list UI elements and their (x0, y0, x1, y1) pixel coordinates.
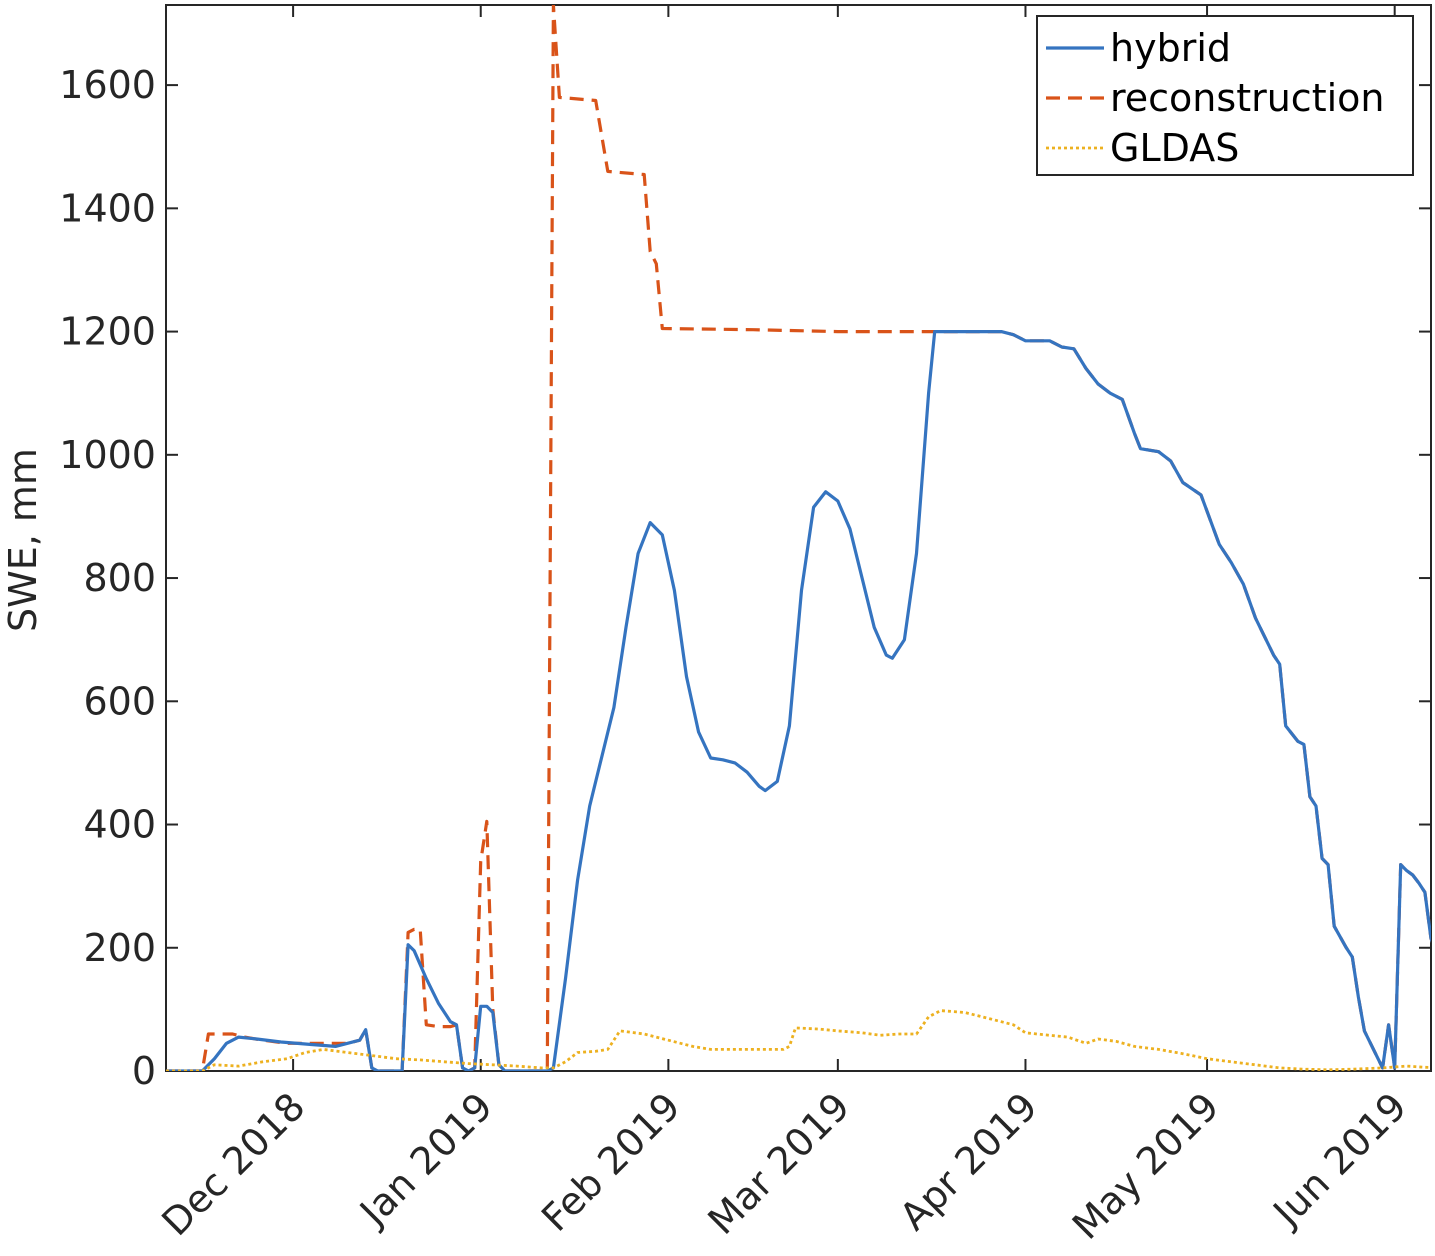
y-tick-label: 1600 (59, 63, 156, 107)
x-tick-label: May 2019 (1064, 1084, 1228, 1248)
y-tick-label: 400 (83, 803, 156, 847)
series-line-gldas (166, 1009, 1431, 1071)
legend-label-hybrid: hybrid (1110, 26, 1231, 70)
y-tick-label: 1000 (59, 433, 156, 477)
y-tick-label: 600 (83, 679, 156, 723)
y-axis: 0 200 400 600 800 1000 1200 1400 1600 (59, 63, 1431, 1093)
x-tick-label: Jan 2019 (350, 1084, 501, 1235)
x-tick-label: Dec 2018 (153, 1084, 313, 1244)
y-tick-label: 200 (83, 926, 156, 970)
legend-label-reconstruction: reconstruction (1110, 76, 1384, 120)
series-layer (166, 5, 1431, 1071)
series-line-hybrid (166, 330, 1431, 1071)
y-tick-label: 800 (83, 556, 156, 600)
y-tick-label: 1200 (59, 310, 156, 354)
legend: hybrid reconstruction GLDAS (1036, 15, 1414, 176)
y-axis-label: SWE, mm (1, 448, 45, 632)
x-tick-label: Feb 2019 (533, 1084, 689, 1240)
x-tick-label: Apr 2019 (891, 1084, 1046, 1239)
y-tick-label: 1400 (59, 186, 156, 230)
plot-area (165, 4, 1432, 1072)
legend-box (1036, 15, 1414, 176)
y-tick-label: 0 (132, 1049, 156, 1093)
x-tick-label: Mar 2019 (699, 1084, 858, 1243)
x-tick-label: Jun 2019 (1264, 1084, 1415, 1235)
legend-label-gldas: GLDAS (1110, 126, 1239, 170)
